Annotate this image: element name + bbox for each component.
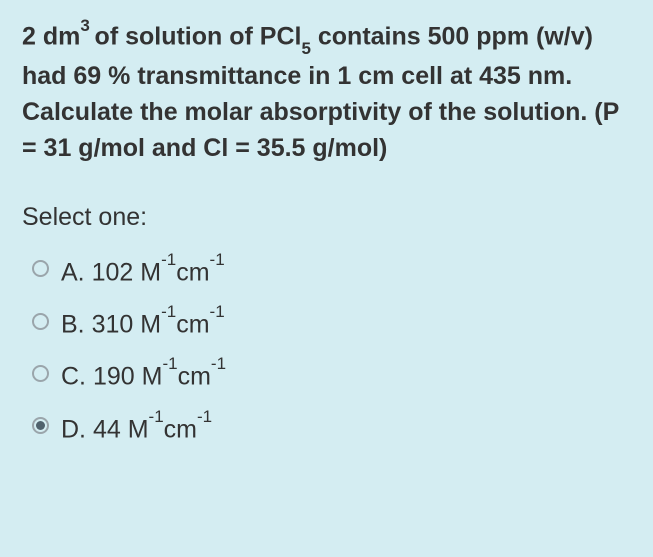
opt-value: 190 [93,363,135,391]
radio-dot [36,421,45,430]
q-sup1: 3 [80,16,94,35]
radio-a[interactable] [32,260,49,277]
opt-exp1: -1 [162,354,177,373]
opt-value: 310 [92,310,134,338]
q-part2: of solution of PCl [95,22,302,50]
options-group: A. 102 M-1cm-1 B. 310 M-1cm-1 C. 190 M-1… [22,246,631,449]
question-text: 2 dm3 of solution of PCl5 contains 500 p… [22,18,631,167]
opt-exp2: -1 [210,250,225,269]
opt-unit2: cm [176,258,209,286]
option-b[interactable]: B. 310 M-1cm-1 [32,298,631,344]
opt-exp2: -1 [211,354,226,373]
option-c-text: C. 190 M-1cm-1 [61,350,226,396]
option-d[interactable]: D. 44 M-1cm-1 [32,403,631,449]
radio-b[interactable] [32,313,49,330]
option-d-text: D. 44 M-1cm-1 [61,403,212,449]
select-prompt: Select one: [22,203,631,232]
opt-letter: B. [61,310,85,338]
option-a-text: A. 102 M-1cm-1 [61,246,225,292]
opt-unit1: M [142,363,163,391]
opt-exp1: -1 [149,407,164,426]
opt-letter: A. [61,258,85,286]
opt-exp1: -1 [161,250,176,269]
opt-letter: D. [61,415,86,443]
opt-exp2: -1 [197,407,212,426]
option-a[interactable]: A. 102 M-1cm-1 [32,246,631,292]
radio-d[interactable] [32,417,49,434]
q-sub1: 5 [301,39,310,58]
q-part1: 2 dm [22,22,80,50]
opt-unit2: cm [164,415,197,443]
opt-value: 102 [92,258,134,286]
opt-value: 44 [93,415,121,443]
opt-unit1: M [128,415,149,443]
opt-exp1: -1 [161,302,176,321]
option-c[interactable]: C. 190 M-1cm-1 [32,350,631,396]
opt-unit1: M [140,258,161,286]
opt-unit2: cm [178,363,211,391]
radio-c[interactable] [32,365,49,382]
option-b-text: B. 310 M-1cm-1 [61,298,225,344]
opt-unit2: cm [176,310,209,338]
opt-unit1: M [140,310,161,338]
opt-exp2: -1 [210,302,225,321]
opt-letter: C. [61,363,86,391]
